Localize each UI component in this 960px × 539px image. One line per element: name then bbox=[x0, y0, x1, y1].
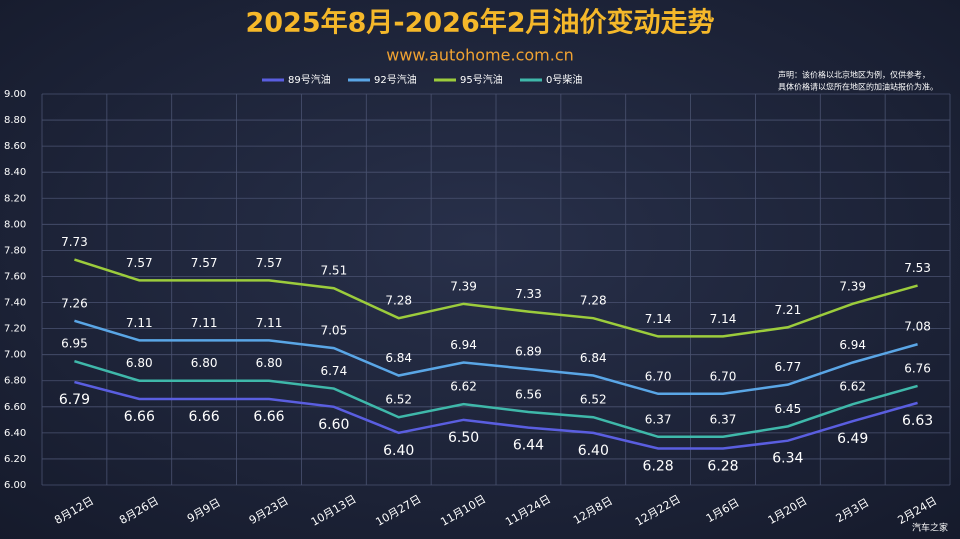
data-label: 7.11 bbox=[126, 316, 153, 330]
data-label: 6.70 bbox=[645, 369, 672, 383]
y-tick-label: 8.60 bbox=[4, 141, 26, 152]
data-label: 6.79 bbox=[59, 392, 90, 408]
data-label: 6.40 bbox=[383, 443, 414, 459]
y-tick-label: 6.20 bbox=[4, 454, 26, 465]
data-label: 7.21 bbox=[774, 303, 801, 317]
data-label: 6.28 bbox=[707, 459, 738, 475]
data-label: 7.11 bbox=[191, 316, 218, 330]
y-tick-label: 6.00 bbox=[4, 480, 26, 491]
y-tick-label: 9.00 bbox=[4, 89, 26, 100]
data-label: 6.74 bbox=[320, 364, 347, 378]
data-label: 7.53 bbox=[904, 261, 931, 275]
data-label: 7.57 bbox=[191, 256, 218, 270]
data-label: 7.05 bbox=[320, 324, 347, 338]
y-tick-label: 8.80 bbox=[4, 115, 26, 126]
data-label: 6.40 bbox=[578, 443, 609, 459]
data-label: 7.14 bbox=[645, 312, 672, 326]
data-label: 6.34 bbox=[772, 451, 803, 467]
chart-title: 2025年8月-2026年2月油价变动走势 bbox=[245, 7, 714, 39]
note: 具体价格请以您所在地区的加油站报价为准。 bbox=[778, 82, 938, 92]
chart-subtitle: www.autohome.com.cn bbox=[386, 46, 574, 65]
data-label: 6.84 bbox=[385, 351, 412, 365]
y-tick-label: 7.00 bbox=[4, 350, 26, 361]
data-label: 7.28 bbox=[385, 294, 412, 308]
data-label: 6.66 bbox=[124, 409, 155, 425]
legend-label: 89号汽油 bbox=[288, 73, 331, 86]
data-label: 6.49 bbox=[837, 431, 868, 447]
y-tick-label: 6.60 bbox=[4, 402, 26, 413]
data-label: 6.77 bbox=[774, 360, 801, 374]
legend-label: 0号柴油 bbox=[546, 73, 582, 86]
y-tick-label: 7.20 bbox=[4, 324, 26, 335]
data-label: 7.57 bbox=[126, 256, 153, 270]
y-tick-label: 7.40 bbox=[4, 298, 26, 309]
data-label: 6.37 bbox=[645, 412, 672, 426]
y-tick-label: 8.20 bbox=[4, 193, 26, 204]
y-tick-label: 7.60 bbox=[4, 271, 26, 282]
data-label: 6.66 bbox=[253, 409, 284, 425]
data-label: 6.28 bbox=[643, 459, 674, 475]
data-label: 6.45 bbox=[774, 402, 801, 416]
data-label: 6.60 bbox=[318, 417, 349, 433]
legend-label: 95号汽油 bbox=[460, 73, 503, 86]
data-label: 7.39 bbox=[839, 279, 866, 293]
data-label: 6.66 bbox=[189, 409, 220, 425]
data-label: 6.95 bbox=[61, 337, 88, 351]
data-label: 7.11 bbox=[256, 316, 283, 330]
data-label: 7.14 bbox=[710, 312, 737, 326]
data-label: 7.51 bbox=[320, 264, 347, 278]
data-label: 6.52 bbox=[385, 393, 412, 407]
data-label: 6.70 bbox=[710, 369, 737, 383]
y-tick-label: 6.40 bbox=[4, 428, 26, 439]
data-label: 6.62 bbox=[839, 380, 866, 394]
y-tick-label: 6.80 bbox=[4, 376, 26, 387]
series-line bbox=[74, 258, 918, 338]
data-label: 6.63 bbox=[902, 413, 933, 429]
data-label: 6.84 bbox=[580, 351, 607, 365]
data-label: 6.76 bbox=[904, 361, 931, 375]
data-label: 7.33 bbox=[515, 287, 542, 301]
data-label: 6.80 bbox=[191, 356, 218, 370]
legend-label: 92号汽油 bbox=[374, 73, 417, 86]
series-line bbox=[74, 319, 918, 396]
data-label: 7.08 bbox=[904, 320, 931, 334]
data-label: 6.80 bbox=[126, 356, 153, 370]
data-label: 6.80 bbox=[256, 356, 283, 370]
y-tick-label: 8.40 bbox=[4, 167, 26, 178]
data-label: 7.73 bbox=[61, 235, 88, 249]
y-tick-label: 7.80 bbox=[4, 245, 26, 256]
data-label: 6.56 bbox=[515, 388, 542, 402]
data-label: 6.50 bbox=[448, 430, 479, 446]
data-label: 7.57 bbox=[256, 256, 283, 270]
data-label: 6.89 bbox=[515, 345, 542, 359]
data-label: 7.26 bbox=[61, 296, 88, 310]
note: 声明：该价格以北京地区为例，仅供参考， bbox=[778, 70, 930, 80]
data-label: 6.62 bbox=[450, 380, 477, 394]
data-label: 6.52 bbox=[580, 393, 607, 407]
y-tick-label: 8.00 bbox=[4, 219, 26, 230]
data-label: 6.94 bbox=[450, 338, 477, 352]
series-line bbox=[74, 359, 918, 439]
data-label: 6.94 bbox=[839, 338, 866, 352]
series-line bbox=[74, 380, 918, 450]
data-label: 6.37 bbox=[710, 412, 737, 426]
data-label: 6.44 bbox=[513, 438, 544, 454]
watermark: 汽车之家 bbox=[912, 522, 948, 534]
data-label: 7.28 bbox=[580, 294, 607, 308]
data-label: 7.39 bbox=[450, 279, 477, 293]
